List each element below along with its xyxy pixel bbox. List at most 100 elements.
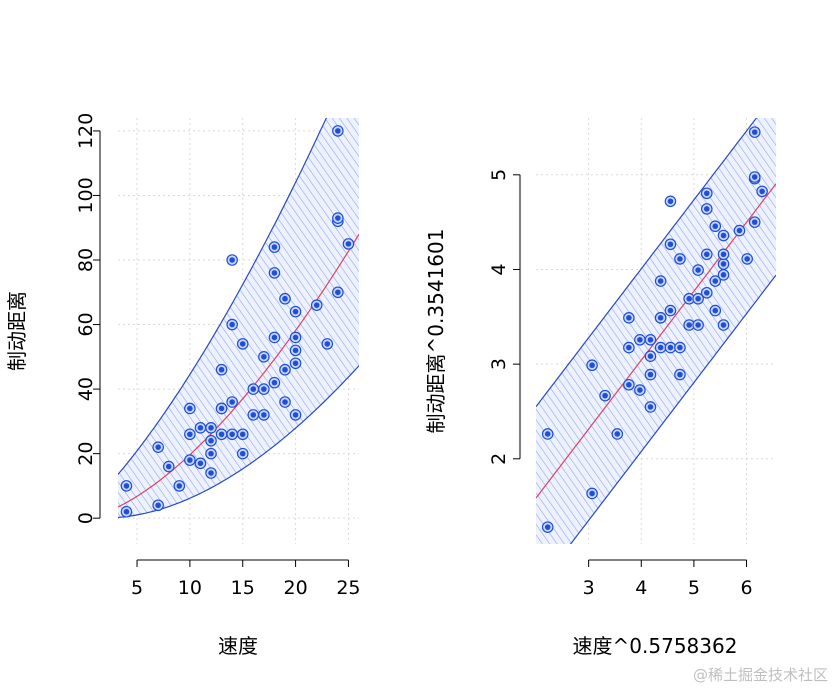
data-point-core bbox=[657, 315, 664, 321]
data-point-core bbox=[208, 425, 214, 431]
right-x-axis-title: 速度^0.5758362 bbox=[573, 634, 738, 658]
data-point-core bbox=[626, 315, 632, 321]
data-point-core bbox=[218, 431, 225, 438]
data-point-core bbox=[703, 251, 710, 258]
data-point-core bbox=[751, 219, 758, 225]
data-point-core bbox=[218, 366, 225, 373]
data-point-core bbox=[335, 215, 341, 221]
data-point-core bbox=[239, 450, 246, 457]
data-point-core bbox=[626, 344, 632, 351]
data-point-core bbox=[292, 347, 299, 354]
data-point-core bbox=[686, 322, 692, 328]
data-point-core bbox=[324, 341, 331, 347]
data-point-core bbox=[187, 431, 193, 438]
y-tick-label: 20 bbox=[75, 442, 97, 466]
x-tick-label: 5 bbox=[131, 577, 143, 599]
data-point-core bbox=[647, 353, 654, 360]
y-tick-label: 100 bbox=[75, 177, 97, 213]
data-point-core bbox=[720, 251, 727, 258]
data-point-core bbox=[271, 379, 278, 386]
data-point-core bbox=[282, 399, 288, 405]
data-point-core bbox=[229, 399, 235, 405]
data-point-core bbox=[239, 341, 246, 347]
data-point-core bbox=[602, 392, 608, 399]
y-tick-label: 60 bbox=[75, 312, 97, 336]
y-tick-label: 3 bbox=[488, 358, 510, 370]
y-tick-label: 2 bbox=[488, 453, 510, 465]
data-point-core bbox=[647, 404, 654, 410]
data-point-core bbox=[208, 437, 214, 444]
left-plot-panel: 5 10 15 20 25 0 20 40 60 80 100 120 速度 制动距离 bbox=[5, 113, 361, 658]
data-point-core bbox=[155, 444, 161, 450]
data-point-core bbox=[261, 412, 267, 418]
x-tick-label: 15 bbox=[231, 577, 255, 599]
data-point-core bbox=[647, 337, 654, 343]
data-point-core bbox=[165, 463, 172, 470]
left-points bbox=[120, 125, 355, 518]
data-point-core bbox=[335, 289, 341, 296]
data-point-core bbox=[239, 431, 246, 438]
data-point-core bbox=[261, 386, 267, 392]
data-point-core bbox=[703, 206, 710, 212]
data-point-core bbox=[292, 412, 299, 418]
data-point-core bbox=[197, 425, 204, 431]
left-axes: 5 10 15 20 25 0 20 40 60 80 100 120 bbox=[75, 113, 361, 599]
data-point-core bbox=[677, 344, 683, 351]
data-point-core bbox=[208, 470, 214, 476]
data-point-core bbox=[695, 322, 701, 328]
data-point-core bbox=[282, 366, 288, 373]
data-point-core bbox=[712, 278, 719, 284]
data-point-core bbox=[176, 483, 183, 489]
data-point-core bbox=[271, 270, 278, 276]
data-point-core bbox=[544, 524, 551, 530]
x-tick-label: 6 bbox=[740, 577, 752, 599]
data-point-core bbox=[292, 360, 299, 367]
data-point-core bbox=[187, 457, 193, 463]
data-point-core bbox=[250, 386, 257, 392]
data-point-core bbox=[345, 241, 352, 247]
data-point-core bbox=[589, 362, 595, 369]
data-point-core bbox=[614, 431, 621, 437]
right-points bbox=[541, 126, 768, 533]
data-point-core bbox=[155, 502, 161, 509]
data-point-core bbox=[229, 431, 235, 438]
data-point-core bbox=[313, 302, 320, 308]
data-point-core bbox=[703, 289, 710, 296]
x-tick-label: 20 bbox=[283, 577, 307, 599]
x-tick-label: 4 bbox=[635, 577, 647, 599]
data-point-core bbox=[271, 334, 278, 341]
data-point-core bbox=[759, 188, 765, 195]
data-point-core bbox=[720, 232, 727, 239]
data-point-core bbox=[712, 223, 719, 230]
data-point-core bbox=[720, 261, 727, 267]
data-point-core bbox=[292, 334, 299, 341]
data-point-core bbox=[292, 308, 299, 315]
data-point-core bbox=[686, 295, 692, 302]
y-tick-label: 120 bbox=[75, 113, 97, 149]
data-point-core bbox=[637, 387, 643, 393]
data-point-core bbox=[736, 227, 743, 234]
data-point-core bbox=[229, 321, 235, 328]
data-point-core bbox=[720, 322, 727, 328]
band-lower-edge bbox=[569, 274, 776, 544]
data-point-core bbox=[626, 381, 632, 388]
data-point-core bbox=[712, 307, 719, 314]
data-point-core bbox=[589, 490, 595, 497]
data-point-core bbox=[667, 198, 674, 205]
data-point-core bbox=[197, 460, 204, 467]
y-tick-label: 4 bbox=[488, 263, 510, 275]
data-point-core bbox=[250, 412, 257, 418]
x-tick-label: 10 bbox=[178, 577, 202, 599]
data-point-core bbox=[647, 371, 654, 378]
fit-line bbox=[118, 233, 359, 508]
band-upper-edge bbox=[536, 118, 758, 407]
data-point-core bbox=[123, 508, 130, 515]
data-point-core bbox=[123, 483, 130, 489]
y-tick-label: 40 bbox=[75, 377, 97, 401]
y-tick-label: 80 bbox=[75, 248, 97, 272]
data-point-core bbox=[271, 244, 278, 250]
data-point-core bbox=[282, 295, 288, 302]
y-tick-label: 5 bbox=[488, 169, 510, 181]
left-y-axis-title: 制动距离 bbox=[5, 291, 29, 371]
